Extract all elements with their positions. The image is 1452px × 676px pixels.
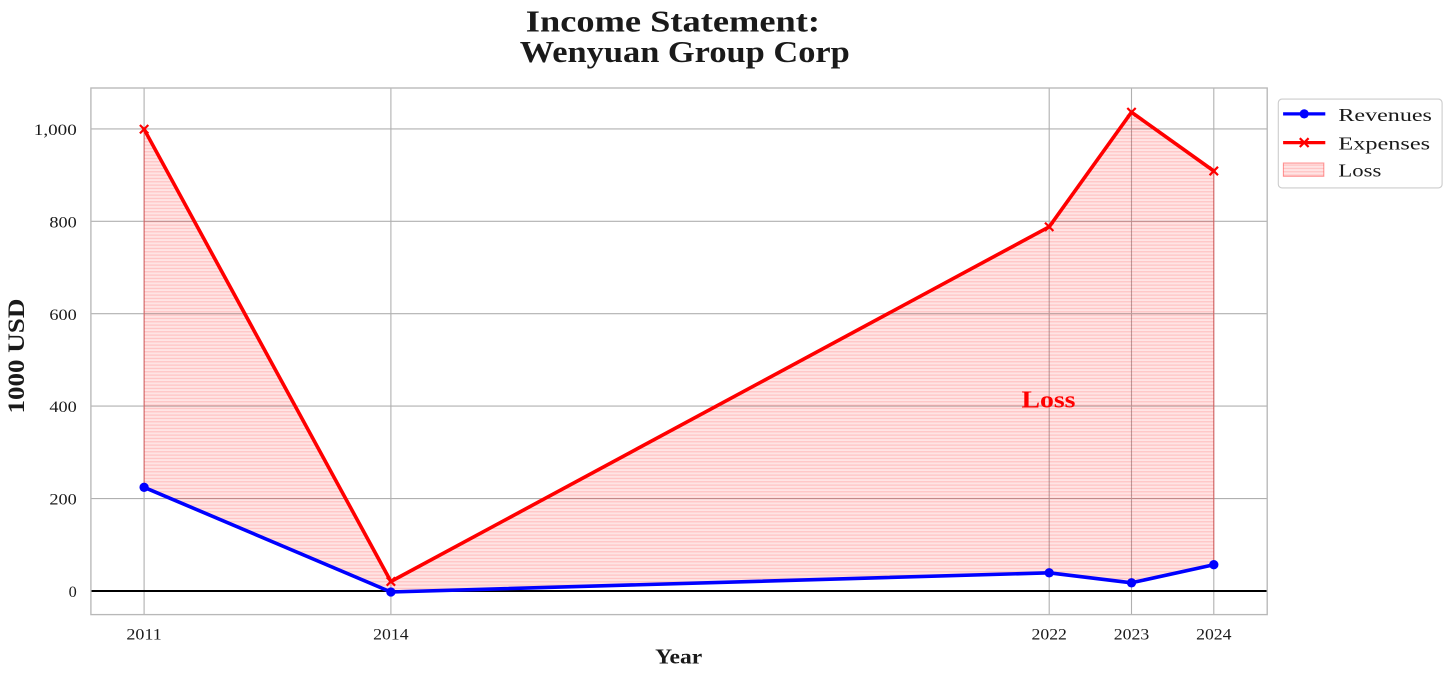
svg-text:2022: 2022 <box>1032 625 1067 644</box>
svg-text:200: 200 <box>49 490 76 509</box>
svg-text:2014: 2014 <box>373 625 408 644</box>
svg-text:400: 400 <box>49 397 76 416</box>
svg-text:Revenues: Revenues <box>1338 105 1432 125</box>
svg-text:2024: 2024 <box>1196 625 1231 644</box>
svg-text:Income Statement:: Income Statement: <box>526 4 820 38</box>
svg-text:2023: 2023 <box>1114 625 1149 644</box>
svg-text:Year: Year <box>655 644 703 668</box>
svg-text:Wenyuan Group Corp: Wenyuan Group Corp <box>520 35 850 69</box>
svg-text:2011: 2011 <box>126 625 161 644</box>
svg-text:1000 USD: 1000 USD <box>4 299 30 414</box>
svg-text:Loss: Loss <box>1338 160 1381 180</box>
svg-text:1,000: 1,000 <box>34 120 77 139</box>
svg-text:800: 800 <box>49 212 76 231</box>
svg-text:Loss: Loss <box>1022 387 1076 414</box>
svg-text:0: 0 <box>69 582 77 601</box>
svg-text:Expenses: Expenses <box>1338 134 1430 154</box>
svg-text:600: 600 <box>49 305 76 324</box>
